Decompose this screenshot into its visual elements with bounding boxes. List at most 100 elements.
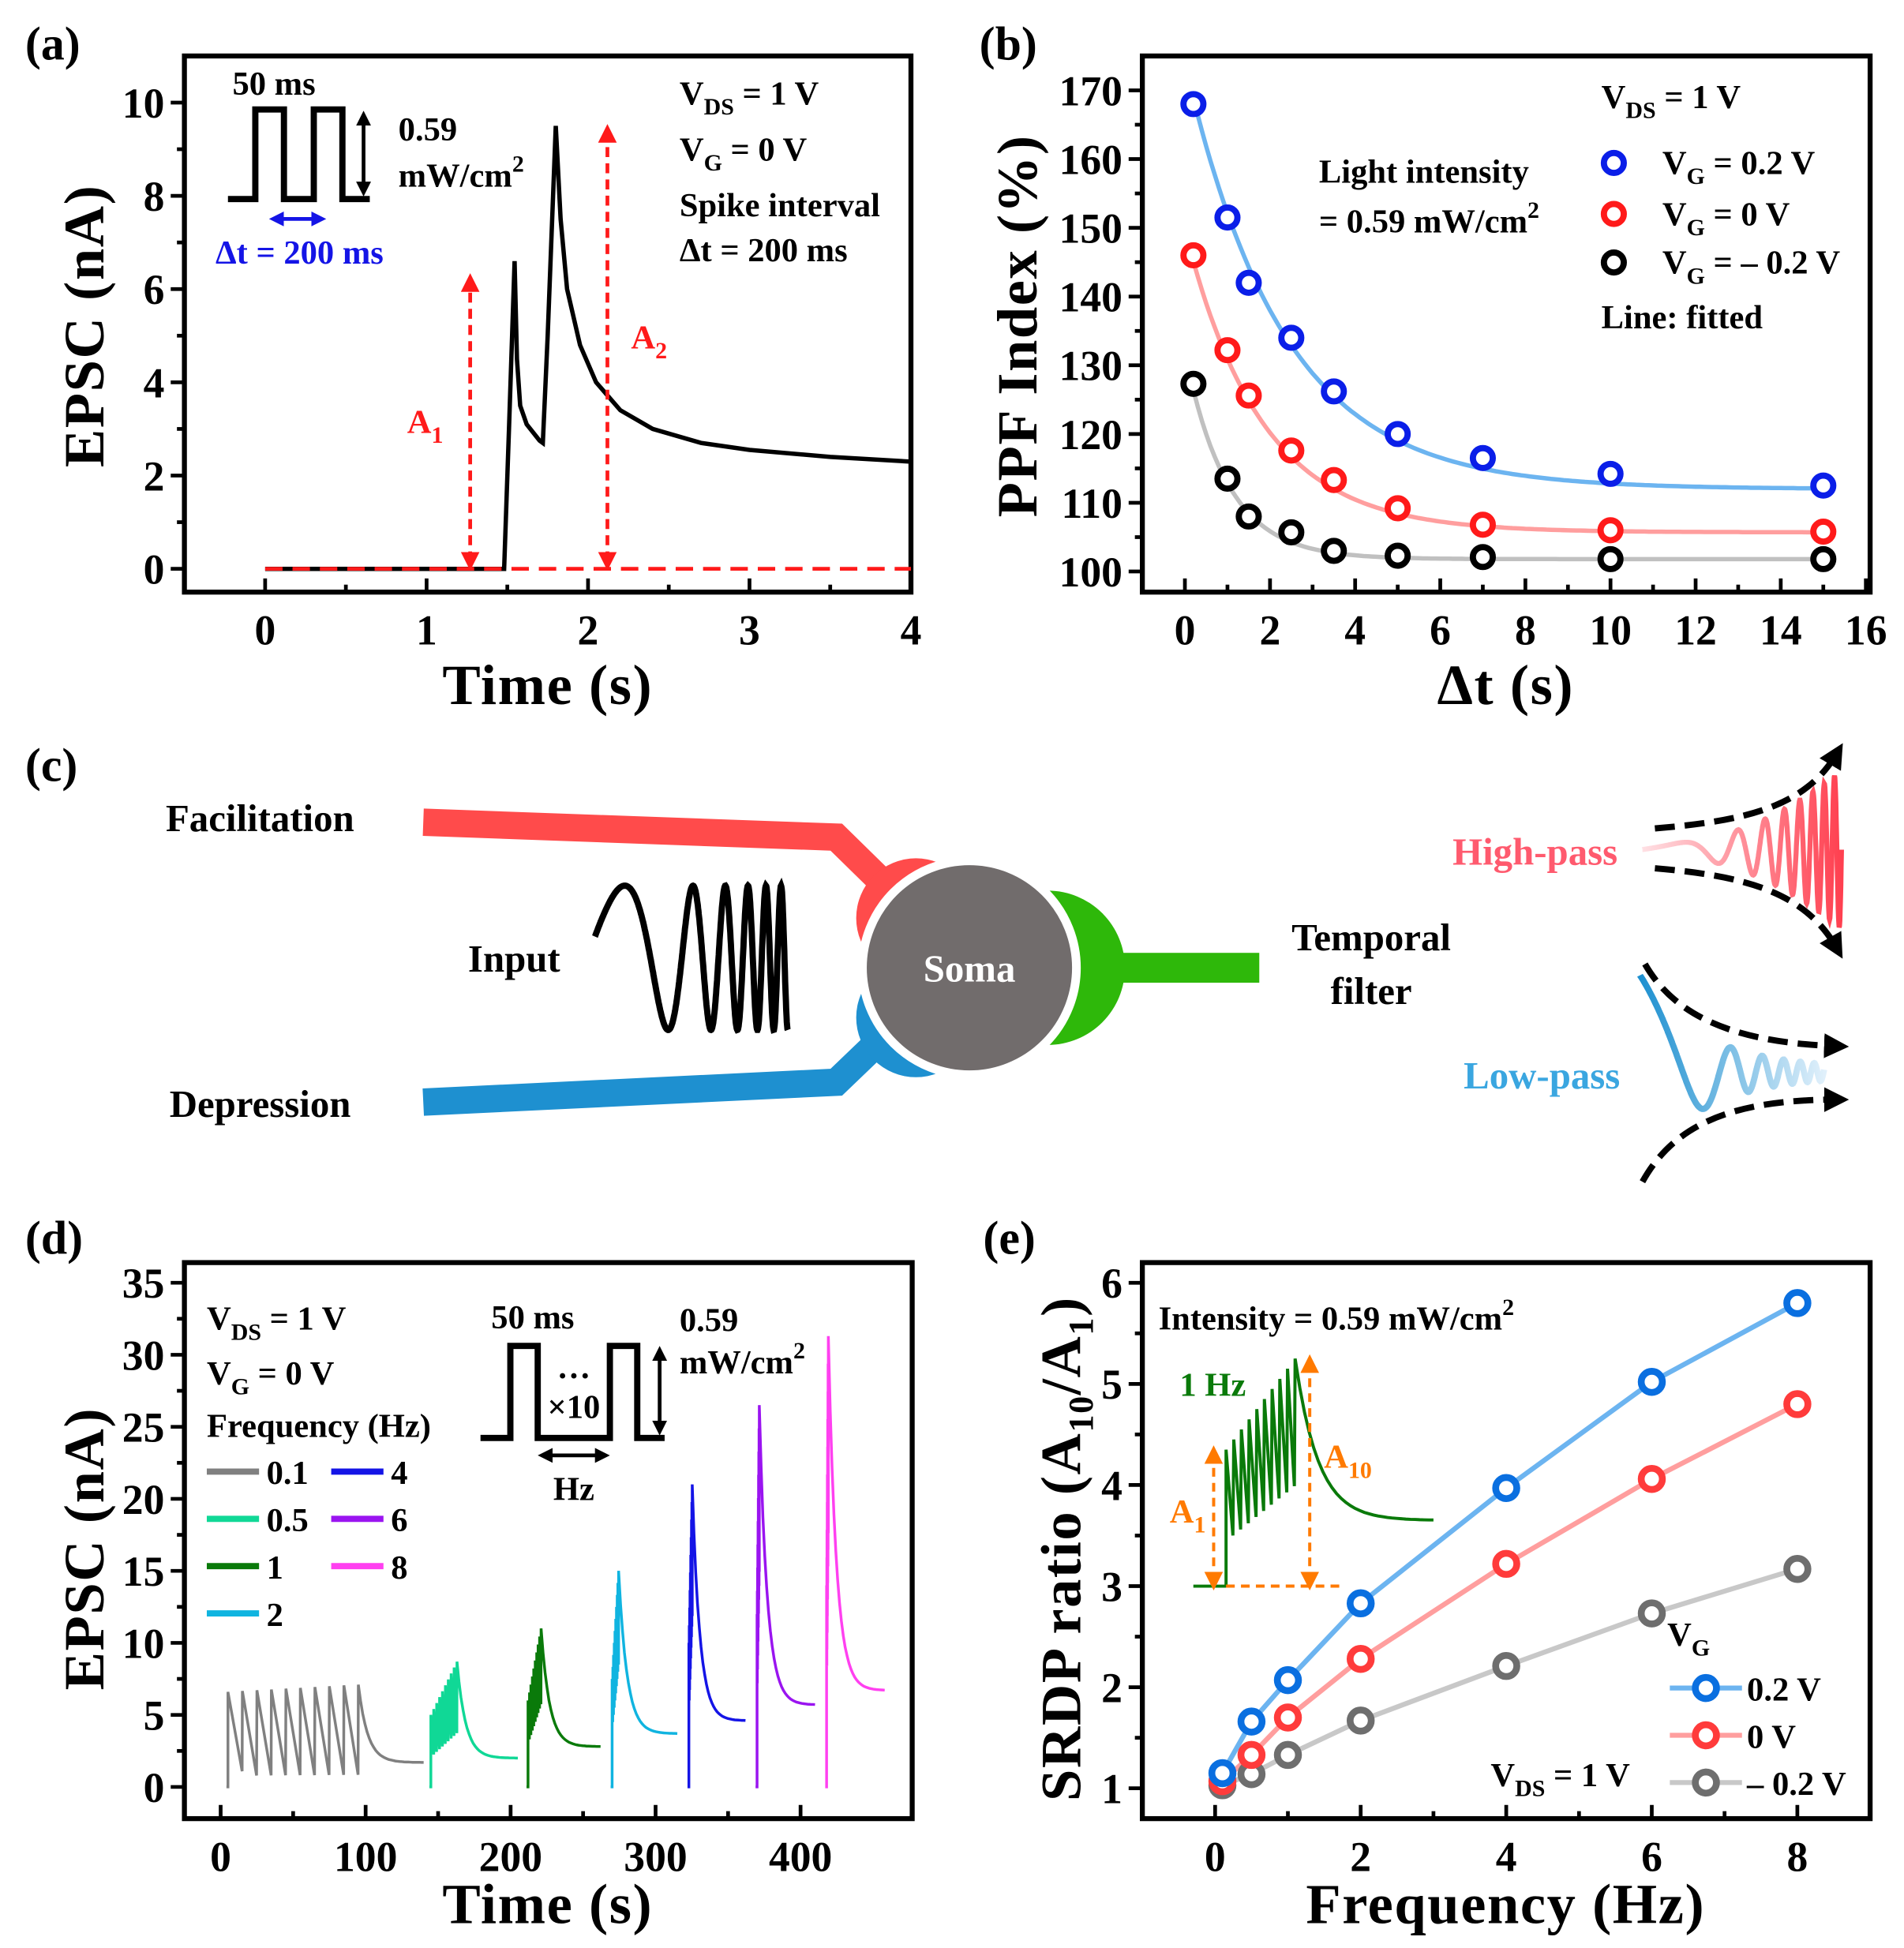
chart-a-pulse-inset: 50 ms 0.59 mW/cm2 Δt = 200 ms: [216, 66, 524, 272]
data-point-series-2: [1273, 1740, 1302, 1770]
data-point-series-2: [1346, 1706, 1375, 1735]
legend-item-vg-0: VG = 0 V: [1662, 196, 1790, 241]
high-pass-waveform: [1641, 774, 1844, 930]
y-tick-label: 10: [122, 80, 165, 127]
y-tick-label: 25: [122, 1404, 165, 1452]
data-point-series-1: [1273, 1703, 1302, 1732]
x-tick-label: 10: [1589, 606, 1632, 654]
y-tick-label: 5: [144, 1692, 165, 1740]
chart-d-ylabel: EPSC (nA): [52, 1407, 116, 1691]
data-point-series-1: [1321, 466, 1347, 493]
data-point-series-1: [1492, 1549, 1520, 1579]
chart-e-xlabel: Frequency (Hz): [1306, 1871, 1705, 1935]
y-tick-label: 15: [122, 1548, 165, 1595]
x-tick-label: 400: [769, 1833, 832, 1880]
y-tick-label: 4: [1101, 1462, 1123, 1509]
y-tick-label: 10: [122, 1620, 165, 1667]
x-tick-label: 14: [1760, 606, 1802, 654]
epsc-trace-6hz: [755, 1405, 815, 1789]
chart-e-annotations: Intensity = 0.59 mW/cm2 VDS = 1 V 1 Hz A…: [1159, 1294, 1846, 1803]
x-tick-label: 0: [1175, 606, 1196, 654]
epsc-trace-4hz: [687, 1484, 746, 1789]
high-pass-label: High-pass: [1452, 830, 1617, 873]
legend-vds: VDS = 1 V: [1602, 79, 1741, 124]
data-point-series-1: [1278, 437, 1305, 464]
high-pass-envelope-bottom: [1655, 865, 1843, 959]
data-point-series-0: [1208, 1759, 1237, 1788]
y-tick-label: 160: [1059, 136, 1123, 183]
legend-label-0.5: 0.5: [267, 1502, 309, 1539]
y-tick-label: 1: [1101, 1766, 1123, 1813]
panel-label-a: (a): [25, 18, 81, 70]
legend-note: Line: fitted: [1602, 299, 1763, 336]
data-point-series-1: [1346, 1644, 1375, 1673]
data-point-series-0: [1214, 204, 1241, 231]
x-tick-label: 2: [1259, 606, 1280, 654]
soma-label: Soma: [924, 946, 1016, 990]
data-point-series-2: [1492, 1651, 1520, 1680]
x-tick-label: 200: [479, 1833, 542, 1880]
ellipsis-label: …: [557, 1349, 591, 1386]
legend-item-vg-neg0.2: VG = – 0.2 V: [1662, 245, 1841, 290]
fit-line-series-2: [1191, 389, 1823, 562]
x-tick-label: 0: [1205, 1833, 1226, 1880]
inset-a1-label: A1: [1170, 1493, 1206, 1538]
legend-label-0.1: 0.1: [267, 1455, 309, 1492]
hz-label: Hz: [553, 1471, 594, 1508]
data-point-series-2: [1810, 545, 1837, 572]
chart-d-epsc-frequency: 0 100 200 300 400 0 5 10 15 20 25 30 35: [122, 1260, 915, 1880]
x-tick-label: 4: [901, 606, 922, 654]
x-tick-label: 6: [1430, 606, 1451, 654]
panel-label-c: (c): [25, 740, 77, 792]
data-point-series-2: [1597, 545, 1624, 572]
legend-marker-2: [1692, 1768, 1720, 1797]
plot-frame: [1139, 53, 1873, 595]
legend-label-0: 0.2 V: [1747, 1671, 1821, 1708]
chart-b-xlabel: Δt (s): [1437, 653, 1574, 717]
data-point-series-2: [1385, 542, 1411, 569]
legend-item-vg-0.2: VG = 0.2 V: [1662, 145, 1816, 190]
depression-dendrite: [422, 1012, 909, 1116]
y-tick-label: 150: [1059, 205, 1123, 253]
y-tick-label: 6: [1101, 1260, 1123, 1307]
chart-b-ylabel: PPF Index (%): [985, 134, 1049, 517]
legend-label-2: – 0.2 V: [1746, 1766, 1846, 1803]
y-tick-label: 5: [1101, 1361, 1123, 1408]
data-point-series-0: [1273, 1665, 1302, 1695]
x-tick-label: 0: [254, 606, 275, 654]
x-tick-label: 2: [1350, 1833, 1371, 1880]
x-tick-label: 300: [624, 1833, 687, 1880]
data-point-series-0: [1321, 378, 1347, 405]
high-pass-envelope-top: [1655, 743, 1843, 832]
chart-a-ylabel: EPSC (nA): [52, 185, 116, 468]
chart-d-annotations: VDS = 1 V VG = 0 V Frequency (Hz) 0.1 0.5…: [207, 1299, 805, 1634]
legend-title: VG: [1667, 1616, 1710, 1661]
epsc-trace-8hz: [825, 1336, 885, 1789]
y-tick-label: 2: [144, 452, 165, 500]
x-tick-label: 100: [334, 1833, 397, 1880]
x-tick-label: 12: [1674, 606, 1717, 654]
legend-marker-vg-neg0.2: [1600, 249, 1627, 276]
chart-e-ylabel: SRDP ratio (A10/A1): [1029, 1296, 1100, 1801]
diagram-c-temporal-filter: Soma Facilitation Depression Input Tempo…: [166, 743, 1850, 1184]
y-tick-label: 140: [1059, 274, 1123, 321]
intensity-value: 0.59: [399, 111, 457, 148]
data-point-series-0: [1810, 472, 1837, 499]
x-tick-label: 0: [210, 1833, 231, 1880]
y-tick-label: 30: [122, 1332, 165, 1379]
epsc-curve: [264, 125, 912, 571]
temporal-label: Temporal: [1291, 916, 1451, 959]
depression-label: Depression: [170, 1082, 351, 1126]
panel-label-e: (e): [983, 1212, 1035, 1264]
pulse-width-label: 50 ms: [491, 1299, 574, 1336]
dt-annotation: Δt = 200 ms: [680, 232, 848, 269]
x-tick-label: 2: [578, 606, 599, 654]
y-tick-label: 0: [144, 1764, 165, 1811]
data-point-series-0: [1783, 1289, 1812, 1317]
intensity-annotation: Intensity = 0.59 mW/cm2: [1159, 1294, 1514, 1338]
legend-marker-0: [1692, 1673, 1720, 1703]
legend-label-1: 0 V: [1747, 1718, 1796, 1755]
panel-label-b: (b): [980, 18, 1037, 70]
pulse-train-icon: [480, 1343, 665, 1441]
